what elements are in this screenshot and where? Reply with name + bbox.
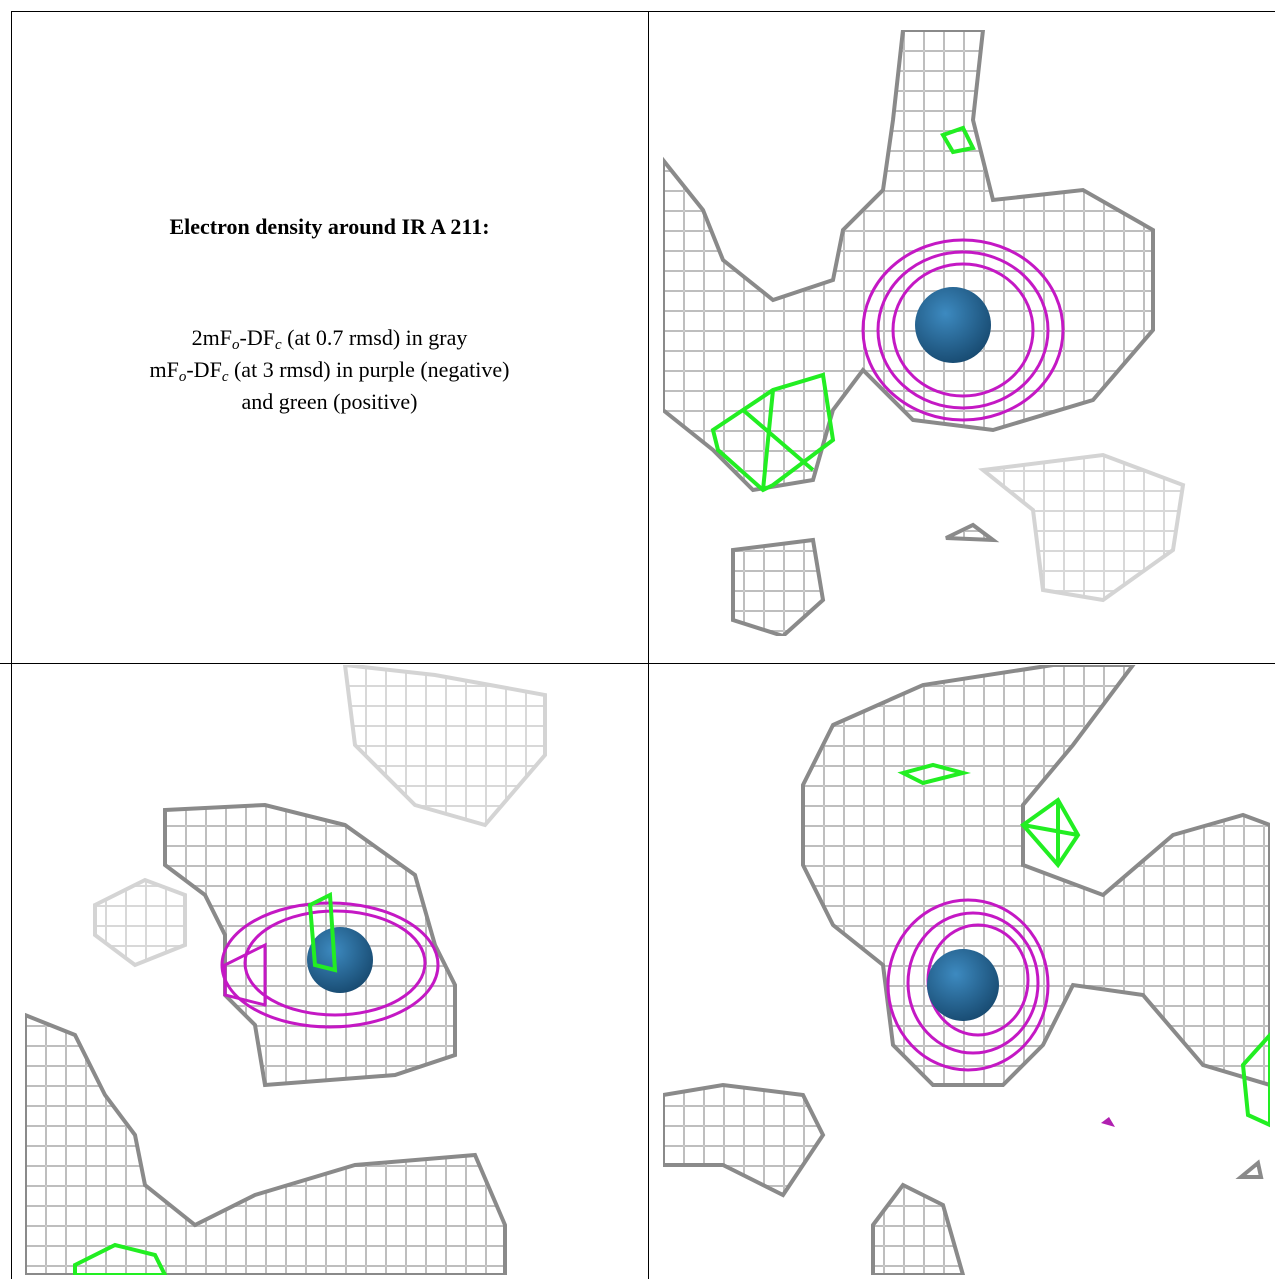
negative-density: [223, 942, 267, 1007]
density-image: [663, 30, 1186, 636]
mesh: [342, 665, 547, 828]
density-image: [25, 665, 547, 1275]
mesh: [945, 522, 1000, 543]
text: 2mF: [191, 325, 232, 350]
negative-density: [861, 238, 1065, 422]
mesh: [25, 1012, 507, 1275]
atom: [915, 287, 991, 363]
subscript: o: [232, 337, 240, 353]
table-border: [11, 11, 12, 1279]
subscript: c: [274, 337, 282, 353]
text: -DF: [186, 357, 222, 382]
table-border: [11, 11, 1275, 12]
positive-density: [940, 125, 976, 155]
table-border: [648, 11, 649, 1279]
negative-density: [891, 262, 1035, 398]
caption-title: Electron density around IR A 211:: [169, 214, 490, 239]
mesh: [1235, 1159, 1264, 1179]
text: -DF: [239, 325, 275, 350]
positive-density: [1020, 797, 1081, 869]
positive-density: [897, 762, 971, 786]
negative-density: [243, 909, 427, 1017]
positive-density: [73, 1242, 168, 1275]
mesh: [163, 802, 457, 1088]
mesh: [978, 452, 1186, 603]
mesh: [801, 665, 1270, 1088]
caption-line: and green (positive): [11, 386, 648, 418]
mesh: [663, 1082, 826, 1198]
mesh: [871, 1182, 966, 1275]
text: (at 3 rmsd) in purple (negative): [228, 357, 510, 382]
caption-line: mFo-DFc (at 3 rmsd) in purple (negative): [11, 354, 648, 386]
atom: [927, 949, 999, 1021]
negative-density: [1101, 1117, 1115, 1127]
negative-density: [906, 911, 1040, 1055]
density-image: [663, 665, 1270, 1275]
positive-density: [307, 891, 338, 973]
mesh: [93, 877, 187, 968]
mesh: [663, 30, 1155, 493]
caption-line: 2mFo-DFc (at 0.7 rmsd) in gray: [11, 322, 648, 354]
subscript: o: [178, 369, 187, 385]
mesh: [731, 537, 826, 636]
positive-density: [1240, 1032, 1270, 1128]
subscript: c: [221, 369, 229, 385]
text: and green (positive): [241, 389, 418, 414]
negative-density: [886, 898, 1050, 1072]
text: mF: [149, 357, 179, 382]
positive-density: [710, 372, 836, 493]
negative-density: [876, 250, 1050, 410]
table-border: [0, 663, 1275, 664]
atom: [307, 927, 373, 993]
text: (at 0.7 rmsd) in gray: [281, 325, 468, 350]
